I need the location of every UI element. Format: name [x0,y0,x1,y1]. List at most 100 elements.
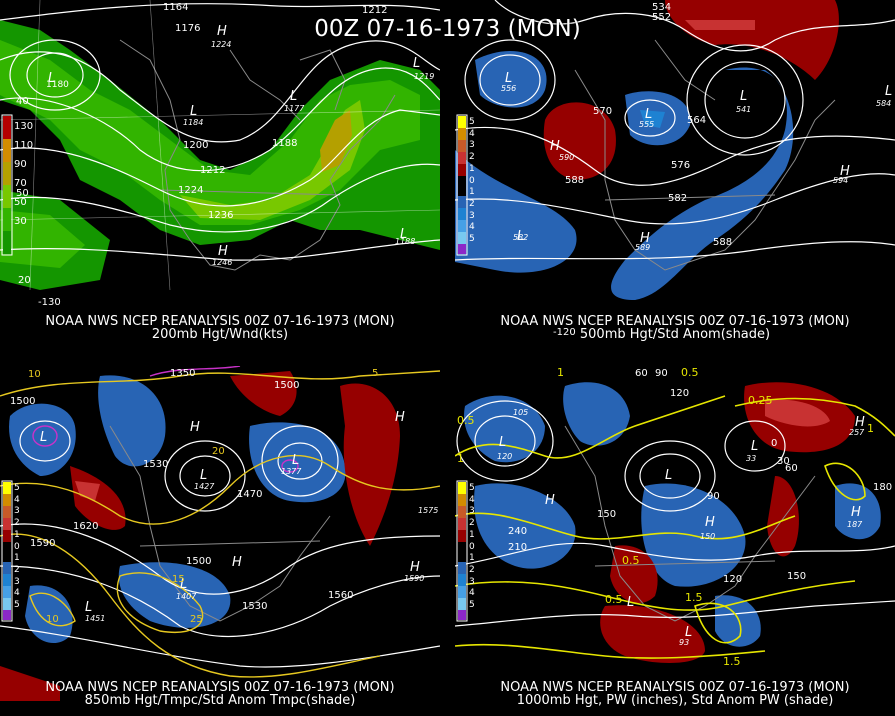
height-contours [0,3,440,261]
svg-text:L: L [627,595,634,610]
caption-line1: NOAA NWS NCEP REANALYSIS 00Z 07-16-1973 … [45,680,395,695]
contour-label: 582 [668,193,688,204]
contour-label: 1350 [170,368,196,379]
caption-line1: NOAA NWS NCEP REANALYSIS 00Z 07-16-1973 … [500,680,850,695]
pw-label: 1 [867,422,874,435]
svg-text:H: H [232,555,242,570]
center-value: 584 [876,99,892,108]
svg-text:L: L [40,430,47,445]
center-value: 1377 [281,467,302,476]
colorbar-850mb [1,480,13,622]
contour-label: 150 [787,571,807,582]
svg-text:H: H [705,515,715,530]
anom-red [543,102,616,180]
anom-blue [475,51,547,108]
svg-text:H: H [840,164,850,179]
height-contours [455,0,895,261]
pressure-centers: L L L L H H L [48,24,420,259]
svg-text:H: H [851,505,861,520]
cold-contours [32,366,299,473]
temperature-label: 25 [190,614,203,625]
pw-label: 1 [457,452,464,465]
contour-label: 588 [713,237,733,248]
center-value: 1184 [183,118,204,127]
contour-label: 210 [508,542,528,553]
center-value: 120 [497,452,513,461]
map-1000mb: L L L L L H H H H [455,382,895,663]
pw-label: 0.5 [457,414,475,427]
lon-label: -130 [38,297,61,308]
center-value: 257 [849,428,865,437]
svg-text:L: L [665,468,672,483]
contour-label: 1188 [272,138,298,149]
center-value: 1246 [212,258,233,267]
contour-label: 570 [593,106,613,117]
center-value: 589 [635,243,651,252]
contour-label: 1180 [46,80,69,90]
coastlines [119,39,396,271]
center-value: 1224 [211,40,232,49]
contour-label: 240 [508,526,528,537]
contour-label: 120 [723,574,743,585]
height-contours [455,400,895,627]
center-value: 590 [559,153,575,162]
contour-label: 1236 [208,210,234,221]
map-500mb: L L L L L H H H [455,0,895,300]
svg-text:L: L [517,229,524,244]
caption-line2: 500mb Hgt/Std Anom(shade) [579,327,771,342]
center-value: 594 [833,176,849,185]
high-symbol: H [217,24,227,39]
pw-label: 1.5 [723,655,741,668]
temperature-label: 20 [212,446,225,457]
pw-contours [455,395,895,659]
svg-text:L: L [751,439,758,454]
map-200mb: L L L L H H L [0,0,440,291]
lon-label: -120 [553,327,576,338]
center-value: 93 [679,638,690,647]
contour-label: 150 [597,509,617,520]
center-value: 1407 [176,592,197,601]
svg-text:H: H [410,560,420,575]
svg-text:L: L [885,84,892,99]
lat-lon-grid [0,0,440,291]
center-value: 33 [746,454,757,463]
temperature-label: 5 [372,368,379,379]
svg-text:L: L [85,600,92,615]
center-value: 1177 [284,104,305,113]
center-value: 555 [639,120,655,129]
contour-label: 534 [652,2,672,13]
center-value: 1219 [414,72,435,81]
pw-label: 1.5 [685,591,703,604]
svg-text:L: L [499,435,506,450]
svg-text:H: H [545,493,555,508]
page-title: 00Z 07-16-1973 (MON) [314,16,581,42]
center-value: 1451 [85,614,106,623]
colorbar-500mb [456,114,468,256]
caption-line2: 850mb Hgt/Tmpc/Std Anom Tmpc(shade) [84,693,356,708]
panel-200mb: L L L L H H L 130 110 90 70 50 30 40 20 50 … [0,0,440,350]
contour-label: 576 [671,160,691,171]
colorbar-1000mb [456,480,468,622]
colorbar-200mb [1,114,13,256]
caption-line2: 200mb Hgt/Wnd(kts) [151,327,289,342]
contour-label: 90 [655,368,668,379]
svg-text:L: L [685,625,692,640]
contour-label: 1500 [10,396,36,407]
svg-text:H: H [550,139,560,154]
temperature-contours [0,370,440,678]
center-value: 556 [501,84,517,93]
contour-label: 564 [687,115,707,126]
contour-label: 1620 [73,521,99,532]
svg-text:L: L [292,453,299,468]
pw-label: 0.5 [622,554,640,567]
center-value: 1590 [404,574,425,583]
contour-label: 1212 [200,165,226,176]
contour-label: 1530 [242,601,268,612]
contour-label: 1500 [274,380,300,391]
contour-label: 0 [771,438,778,449]
svg-text:L: L [740,89,747,104]
svg-text:H: H [395,410,405,425]
svg-text:L: L [505,71,512,86]
contour-label: 1530 [143,459,169,470]
